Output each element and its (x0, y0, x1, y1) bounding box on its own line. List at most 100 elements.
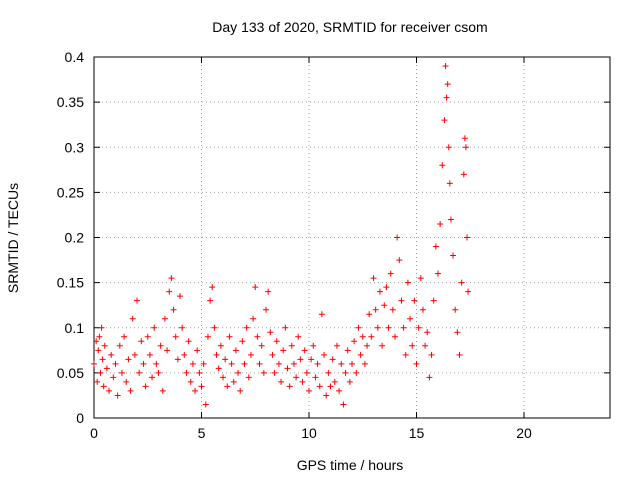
data-point (134, 297, 140, 304)
data-point (127, 387, 134, 394)
grid-lines (94, 57, 610, 418)
data-point (112, 360, 119, 367)
chart-title: Day 133 of 2020, SRMTID for receiver cso… (212, 19, 487, 35)
data-point (456, 351, 463, 358)
data-point (177, 293, 183, 300)
data-point (282, 324, 289, 331)
data-point (340, 401, 347, 408)
data-point (465, 288, 472, 295)
data-point (278, 378, 285, 385)
data-point (394, 234, 401, 241)
data-point (144, 333, 151, 340)
data-point (235, 369, 242, 376)
data-point (149, 374, 156, 381)
data-point (301, 347, 308, 354)
data-point (342, 369, 349, 376)
data-point (385, 324, 392, 331)
data-point (422, 342, 429, 349)
data-point (318, 311, 325, 318)
data-point (153, 360, 160, 367)
data-point (452, 306, 459, 313)
data-point (228, 360, 235, 367)
data-point (370, 275, 377, 282)
data-point (254, 333, 261, 340)
data-point (250, 315, 257, 322)
data-point (392, 333, 398, 340)
data-point (325, 369, 332, 376)
data-point (200, 360, 207, 367)
data-point (303, 369, 310, 376)
data-point (243, 324, 250, 331)
data-point (230, 378, 237, 385)
data-point (207, 297, 214, 304)
data-point (209, 284, 216, 291)
data-point (96, 333, 103, 340)
data-point (269, 351, 276, 358)
data-point (461, 135, 468, 142)
data-point (108, 351, 115, 358)
data-point (91, 360, 97, 367)
x-tick-label: 20 (516, 425, 532, 441)
data-point (258, 342, 265, 349)
data-point (284, 365, 291, 372)
data-point (103, 365, 110, 372)
data-point (252, 284, 259, 291)
data-point (376, 288, 383, 295)
data-point (159, 387, 166, 394)
data-point (174, 356, 181, 363)
data-point (226, 333, 233, 340)
data-point (402, 351, 409, 358)
data-point (198, 383, 205, 390)
data-point (445, 144, 452, 151)
data-point (131, 351, 138, 358)
data-point (224, 383, 231, 390)
axis-ticks: 0 5 10 15 20 0 0.05 0.1 0.15 0.2 0.25 0.3 0.35 0.4 (57, 49, 610, 441)
data-point (357, 351, 364, 358)
y-tick-label: 0.15 (57, 275, 84, 291)
data-point (100, 383, 107, 390)
data-point (310, 342, 317, 349)
data-point (196, 369, 203, 376)
data-point (443, 94, 450, 101)
data-point (432, 243, 439, 250)
data-point (161, 315, 168, 322)
data-point (351, 338, 358, 345)
x-tick-label: 15 (409, 425, 425, 441)
data-point (232, 347, 239, 354)
data-point (359, 333, 366, 340)
data-points (91, 63, 472, 408)
data-point (308, 356, 315, 363)
data-point (400, 324, 407, 331)
data-point (237, 387, 244, 394)
data-point (179, 324, 186, 331)
data-point (123, 378, 130, 385)
data-point (424, 329, 431, 336)
data-point (151, 324, 158, 331)
data-point (290, 360, 297, 367)
data-point (168, 275, 175, 282)
data-point (267, 329, 274, 336)
data-point (404, 279, 411, 286)
data-point (428, 351, 435, 358)
data-point (241, 360, 248, 367)
data-point (411, 297, 418, 304)
data-point (321, 351, 328, 358)
data-point (441, 117, 448, 124)
x-tick-label: 5 (198, 425, 206, 441)
data-point (204, 333, 211, 340)
data-point (99, 356, 106, 363)
y-axis-label: SRMTID / TECUs (5, 183, 21, 293)
data-point (323, 392, 330, 399)
data-point (460, 171, 467, 178)
data-point (121, 333, 128, 340)
x-tick-label: 10 (301, 425, 317, 441)
data-point (101, 342, 108, 349)
data-point (211, 324, 218, 331)
data-point (295, 333, 302, 340)
data-point (202, 401, 209, 408)
data-point (464, 234, 471, 241)
data-point (353, 369, 360, 376)
y-tick-label: 0.2 (65, 230, 85, 246)
data-point (333, 342, 340, 349)
